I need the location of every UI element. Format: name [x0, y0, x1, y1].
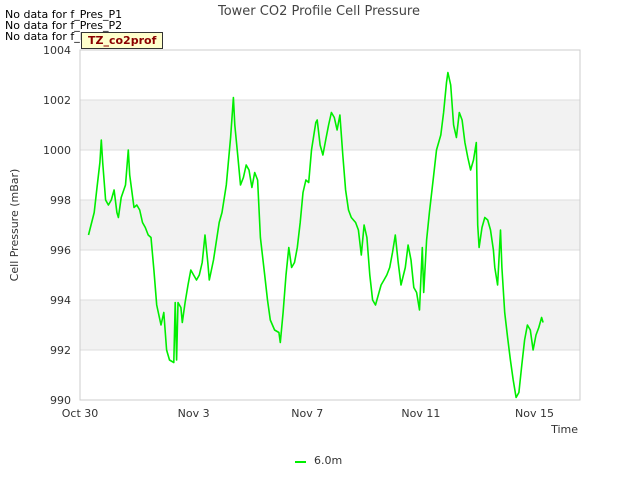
x-tick-label: Nov 15	[515, 407, 554, 420]
series-lines	[87, 71, 544, 399]
x-tick-label: Oct 30	[62, 407, 99, 420]
plot-band	[80, 300, 580, 350]
x-tick-label: Nov 3	[178, 407, 210, 420]
legend: 6.0m	[295, 454, 342, 467]
y-tick-label: 990	[50, 394, 71, 407]
y-axis-ticks: 990 992 994 996 998 1000 1002 1004	[43, 44, 71, 407]
y-tick-label: 996	[50, 244, 71, 257]
no-data-note-2: No data for f_Pres_P2	[5, 19, 123, 32]
x-axis-label: Time	[550, 423, 578, 436]
x-tick-label: Nov 7	[291, 407, 323, 420]
plot-band	[80, 200, 580, 250]
legend-label: 6.0m	[314, 454, 342, 467]
y-tick-label: 992	[50, 344, 71, 357]
y-tick-label: 998	[50, 194, 71, 207]
y-tick-label: 994	[50, 294, 71, 307]
no-data-note-1: No data for f_Pres_P1	[5, 8, 123, 21]
site-badge: TZ_co2prof	[81, 32, 164, 49]
y-tick-label: 1004	[43, 44, 71, 57]
chart-title: Tower CO2 Profile Cell Pressure	[217, 4, 420, 19]
plot-band	[80, 100, 580, 150]
y-tick-label: 1002	[43, 94, 71, 107]
series-line-6m	[87, 71, 544, 399]
plot-bands	[80, 100, 580, 350]
y-tick-label: 1000	[43, 144, 71, 157]
x-tick-label: Nov 11	[401, 407, 440, 420]
x-axis-ticks: Oct 30 Nov 3 Nov 7 Nov 11 Nov 15	[62, 407, 554, 420]
y-axis-label: Cell Pressure (mBar)	[8, 169, 21, 282]
plot-area-border	[79, 49, 581, 401]
